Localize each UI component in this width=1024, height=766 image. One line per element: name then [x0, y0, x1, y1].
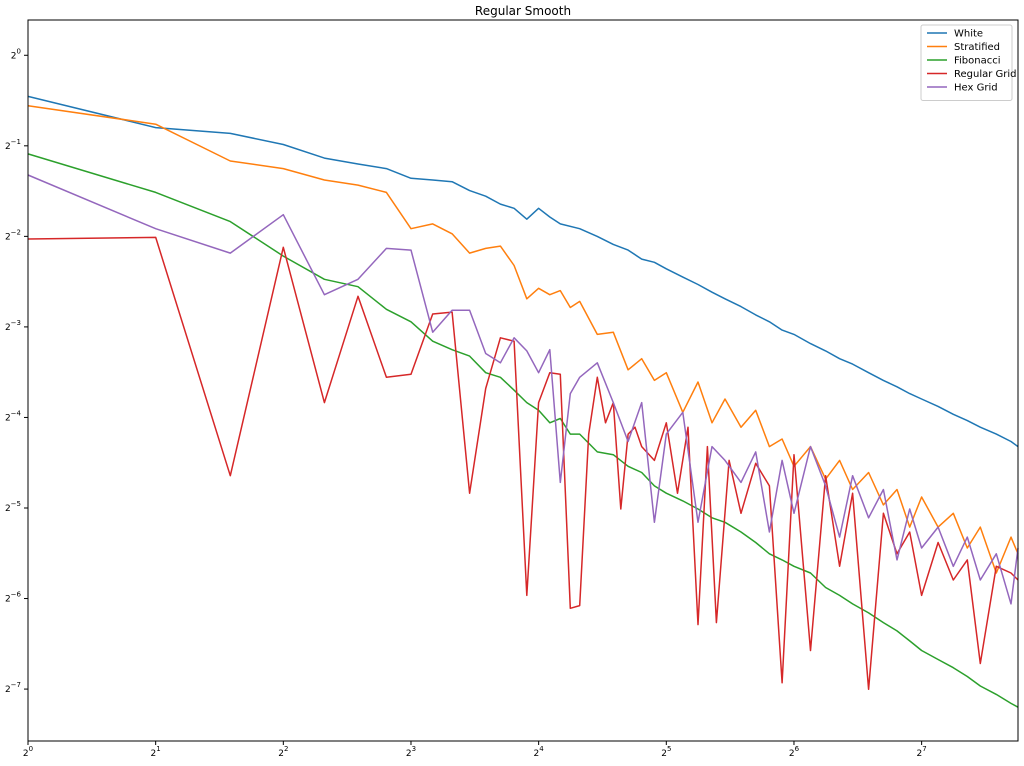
plot-lines — [27, 95, 1019, 708]
series-line-0 — [27, 95, 1019, 448]
legend-label: White — [954, 29, 983, 40]
y-tick-label: 20 — [11, 47, 21, 61]
x-tick-label: 23 — [406, 745, 416, 759]
chart-title: Regular Smooth — [475, 4, 571, 18]
x-tick-label: 24 — [534, 745, 545, 759]
x-tick-label: 26 — [789, 745, 800, 759]
legend-label: Stratified — [954, 42, 1000, 53]
legend-label: Fibonacci — [954, 56, 1001, 67]
axes-frame — [27, 19, 1019, 742]
series-line-1 — [27, 104, 1019, 574]
x-tick-label: 25 — [661, 745, 671, 759]
series-line-2 — [27, 153, 1019, 708]
y-tick-label: 2−6 — [5, 591, 22, 605]
x-axis: 20 21 22 23 24 25 26 27 — [23, 741, 927, 759]
y-tick-label: 2−2 — [5, 228, 21, 242]
x-tick-label: 27 — [917, 745, 927, 759]
x-tick-label: 21 — [151, 745, 161, 759]
legend-label: Hex Grid — [954, 83, 998, 94]
y-tick-label: 2−1 — [5, 138, 21, 152]
legend-label: Regular Grid — [954, 69, 1017, 80]
y-tick-label: 2−5 — [5, 500, 21, 514]
y-tick-label: 2−4 — [5, 409, 22, 423]
x-tick-label: 20 — [23, 745, 33, 759]
legend-box — [920, 24, 1013, 101]
y-axis: 20 2−1 2−2 2−3 2−4 2−5 2−6 2−7 — [5, 47, 28, 695]
series-line-4 — [27, 174, 1019, 605]
x-tick-label: 22 — [278, 745, 288, 759]
y-tick-label: 2−3 — [5, 319, 21, 333]
y-tick-label: 2−7 — [5, 681, 21, 695]
legend: White Stratified Fibonacci Regular Grid Hex … — [920, 24, 1017, 101]
